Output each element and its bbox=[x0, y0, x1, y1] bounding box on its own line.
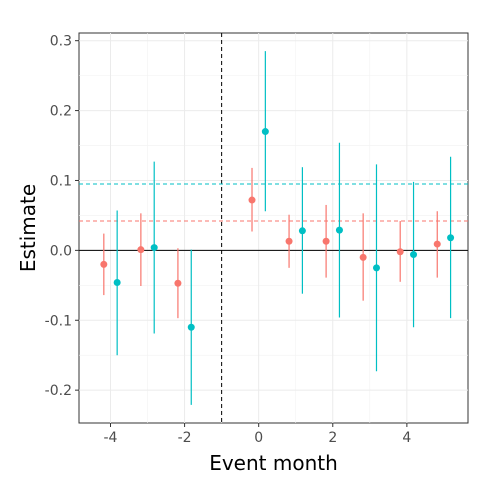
y-tick-label: 0.0 bbox=[50, 243, 72, 259]
series-1-point bbox=[285, 237, 293, 245]
y-tick-label: -0.2 bbox=[45, 383, 72, 399]
plot-panel bbox=[78, 32, 469, 424]
y-axis-title: Estimate bbox=[16, 184, 40, 272]
series-1-point bbox=[359, 253, 367, 261]
x-tick-label: 2 bbox=[328, 430, 337, 446]
series-1-point bbox=[433, 240, 441, 248]
x-tick-label: -4 bbox=[104, 430, 118, 446]
y-tick-label: 0.2 bbox=[50, 104, 72, 120]
x-tick-label: 0 bbox=[254, 430, 263, 446]
x-tick-label: -2 bbox=[178, 430, 192, 446]
series-2-point bbox=[261, 128, 269, 136]
series-1-point bbox=[100, 260, 108, 268]
series-2-point bbox=[298, 227, 306, 235]
series-2-point bbox=[410, 251, 418, 259]
series-1-point bbox=[137, 246, 145, 254]
series-2-point bbox=[447, 234, 455, 242]
series-1-point bbox=[248, 196, 256, 204]
series-1-point bbox=[322, 237, 330, 245]
y-tick-label: -0.1 bbox=[45, 313, 72, 329]
series-2-point bbox=[150, 244, 158, 252]
axis-ticks: -4 -2 0 2 4 -0.2 -0.1 0.0 0.1 0.2 0.3 bbox=[45, 34, 412, 446]
data-marks bbox=[100, 51, 455, 405]
x-axis-title: Event month bbox=[209, 451, 338, 475]
x-tick-label: 4 bbox=[402, 430, 411, 446]
series-1-point bbox=[396, 248, 404, 256]
y-tick-label: 0.1 bbox=[50, 173, 72, 189]
series-1-point bbox=[174, 279, 182, 287]
series-2-point bbox=[187, 323, 195, 331]
y-tick-label: 0.3 bbox=[50, 34, 72, 50]
series-2-point bbox=[335, 226, 343, 234]
panel-border bbox=[78, 32, 469, 424]
series-2-point bbox=[372, 264, 380, 272]
series-2-point bbox=[113, 279, 121, 287]
